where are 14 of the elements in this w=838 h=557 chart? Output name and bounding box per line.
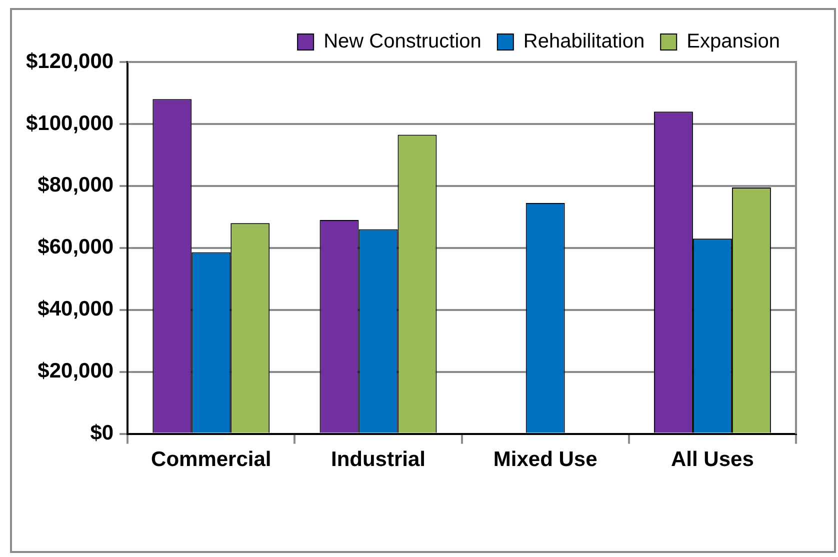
legend-label: Rehabilitation — [523, 30, 645, 53]
y-tick-label: $0 — [90, 422, 114, 445]
x-tick-label: All Uses — [671, 448, 754, 472]
y-tick-label: $100,000 — [26, 112, 114, 135]
y-tick-label: $40,000 — [38, 298, 114, 321]
y-tick-label: $60,000 — [38, 236, 114, 259]
y-tick-label: $80,000 — [38, 174, 114, 197]
x-tick-label: Commercial — [151, 448, 272, 472]
x-tick-label: Industrial — [330, 448, 426, 472]
y-tick-label: $120,000 — [26, 50, 114, 73]
x-tick-label: Mixed Use — [493, 448, 598, 472]
y-tick-label: $20,000 — [38, 360, 114, 383]
legend-label: New Construction — [324, 30, 482, 53]
legend-label: Expansion — [686, 30, 780, 53]
